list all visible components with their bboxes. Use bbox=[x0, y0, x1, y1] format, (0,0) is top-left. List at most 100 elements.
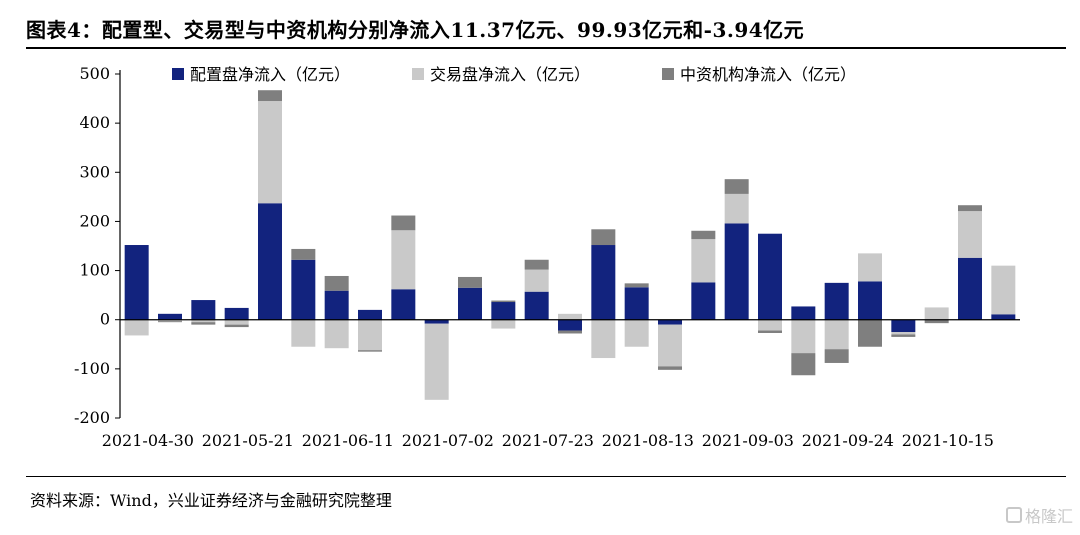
axes-group: 500 400 300 200 100 0 -100 -200 2021-04-30 2021-0… bbox=[74, 64, 1020, 450]
bar-segment-series-0 bbox=[658, 319, 682, 325]
bar-segment-series-0 bbox=[791, 306, 816, 320]
bar-segment-series-0 bbox=[558, 319, 582, 331]
bar-segment-series-0 bbox=[724, 223, 749, 320]
bar-segment-series-2 bbox=[458, 276, 482, 288]
y-tick-label: 300 bbox=[79, 162, 110, 181]
bar-segment-series-0 bbox=[258, 203, 282, 320]
x-tick-label: 2021-06-11 bbox=[302, 431, 394, 450]
bar-segment-series-0 bbox=[991, 314, 1016, 320]
bar-segment-series-2 bbox=[258, 90, 282, 102]
bar-segment-series-2 bbox=[924, 319, 949, 324]
bar-segment-series-0 bbox=[424, 319, 449, 324]
y-tick-label: 400 bbox=[79, 113, 110, 132]
legend-label-series-0: 配置盘净流入（亿元） bbox=[190, 65, 350, 84]
bar-segment-series-1 bbox=[691, 239, 716, 283]
bar-segment-series-2 bbox=[858, 319, 882, 347]
bars-group bbox=[124, 90, 1016, 400]
bar-segment-series-1 bbox=[224, 319, 249, 325]
y-tick-label: 0 bbox=[100, 310, 110, 329]
bar-segment-series-0 bbox=[324, 290, 349, 320]
watermark-text: 格隆汇 bbox=[1025, 507, 1074, 526]
watermark-logo-icon bbox=[1006, 507, 1022, 523]
bar-segment-series-2 bbox=[524, 259, 549, 270]
bar-segment-series-1 bbox=[558, 313, 582, 320]
y-tick-label: -100 bbox=[74, 359, 110, 378]
bar-segment-series-2 bbox=[691, 230, 716, 240]
bar-segment-series-0 bbox=[891, 319, 916, 332]
bar-segment-series-1 bbox=[258, 101, 282, 204]
bar-segment-series-0 bbox=[758, 233, 782, 320]
watermark: 格隆汇 bbox=[1006, 503, 1073, 527]
bar-segment-series-2 bbox=[791, 353, 816, 376]
bar-segment-series-2 bbox=[158, 321, 182, 323]
source-rule bbox=[26, 476, 1066, 477]
bar-segment-series-0 bbox=[158, 313, 182, 320]
bar-segment-series-1 bbox=[724, 193, 749, 224]
bar-segment-series-2 bbox=[658, 366, 682, 370]
x-tick-label: 2021-07-02 bbox=[402, 431, 494, 450]
legend-swatch-series-2 bbox=[662, 68, 674, 80]
bar-segment-series-1 bbox=[624, 319, 649, 347]
legend-swatch-series-1 bbox=[412, 68, 424, 80]
bar-segment-series-2 bbox=[958, 205, 982, 212]
legend: 配置盘净流入（亿元） 交易盘净流入（亿元） 中资机构净流入（亿元） bbox=[172, 65, 856, 84]
bar-segment-series-2 bbox=[724, 179, 749, 194]
bar-segment-series-2 bbox=[591, 229, 616, 246]
bar-segment-series-1 bbox=[291, 319, 316, 347]
bar-segment-series-1 bbox=[758, 319, 782, 331]
legend-swatch-series-0 bbox=[172, 68, 184, 80]
x-tick-label: 2021-09-03 bbox=[702, 431, 794, 450]
bar-segment-series-0 bbox=[591, 245, 616, 320]
x-tick-label: 2021-08-13 bbox=[602, 431, 694, 450]
x-tick-label: 2021-07-23 bbox=[502, 431, 594, 450]
chart-title: 图表4：配置型、交易型与中资机构分别净流入11.37亿元、99.93亿元和-3.… bbox=[26, 18, 805, 42]
bar-segment-series-0 bbox=[458, 287, 482, 320]
x-tick-label: 2021-09-24 bbox=[802, 431, 894, 450]
bar-segment-series-1 bbox=[358, 319, 382, 351]
bar-segment-series-0 bbox=[291, 259, 316, 320]
bar-segment-series-1 bbox=[891, 332, 916, 335]
y-tick-label: 100 bbox=[79, 261, 110, 280]
bar-segment-series-1 bbox=[391, 230, 416, 290]
bar-segment-series-0 bbox=[624, 287, 649, 320]
bar-segment-series-2 bbox=[324, 275, 349, 291]
title-rule bbox=[26, 47, 1066, 49]
bar-segment-series-1 bbox=[191, 319, 216, 323]
bar-segment-series-2 bbox=[558, 330, 582, 334]
bar-segment-series-0 bbox=[958, 257, 982, 320]
y-tick-label: 500 bbox=[79, 64, 110, 83]
bar-segment-series-1 bbox=[958, 211, 982, 258]
x-tick-label: 2021-10-15 bbox=[902, 431, 994, 450]
bar-segment-series-0 bbox=[358, 309, 382, 320]
x-tick-label: 2021-05-21 bbox=[202, 431, 294, 450]
y-tick-label: 200 bbox=[79, 211, 110, 230]
bar-segment-series-0 bbox=[191, 300, 216, 320]
bar-segment-series-1 bbox=[524, 269, 549, 292]
source-note: 资料来源：Wind，兴业证券经济与金融研究院整理 bbox=[30, 491, 392, 510]
bar-segment-series-2 bbox=[891, 334, 916, 337]
bar-segment-series-1 bbox=[924, 307, 949, 320]
legend-label-series-1: 交易盘净流入（亿元） bbox=[430, 65, 590, 84]
bar-segment-series-1 bbox=[791, 319, 816, 354]
bar-segment-series-1 bbox=[858, 253, 882, 282]
bar-segment-series-0 bbox=[124, 245, 149, 320]
bar-segment-series-1 bbox=[824, 319, 849, 350]
bar-segment-series-0 bbox=[858, 281, 882, 320]
bar-segment-series-2 bbox=[358, 350, 382, 352]
legend-label-series-2: 中资机构净流入（亿元） bbox=[680, 65, 856, 84]
bar-segment-series-2 bbox=[624, 283, 649, 288]
y-tick-label: -200 bbox=[74, 408, 110, 427]
bar-segment-series-0 bbox=[224, 307, 249, 320]
bar-segment-series-1 bbox=[124, 319, 149, 336]
bar-segment-series-2 bbox=[391, 215, 416, 231]
bar-segment-series-0 bbox=[691, 282, 716, 320]
bar-segment-series-2 bbox=[758, 330, 782, 333]
bar-segment-series-1 bbox=[991, 265, 1016, 315]
bar-segment-series-1 bbox=[158, 319, 182, 322]
bar-segment-series-2 bbox=[191, 322, 216, 325]
bar-segment-series-1 bbox=[658, 324, 682, 367]
bar-segment-series-1 bbox=[491, 319, 516, 329]
bar-segment-series-2 bbox=[491, 300, 516, 303]
stacked-bar-chart: 配置盘净流入（亿元） 交易盘净流入（亿元） 中资机构净流入（亿元） 500 400 30… bbox=[74, 64, 1020, 450]
bar-segment-series-0 bbox=[524, 291, 549, 320]
